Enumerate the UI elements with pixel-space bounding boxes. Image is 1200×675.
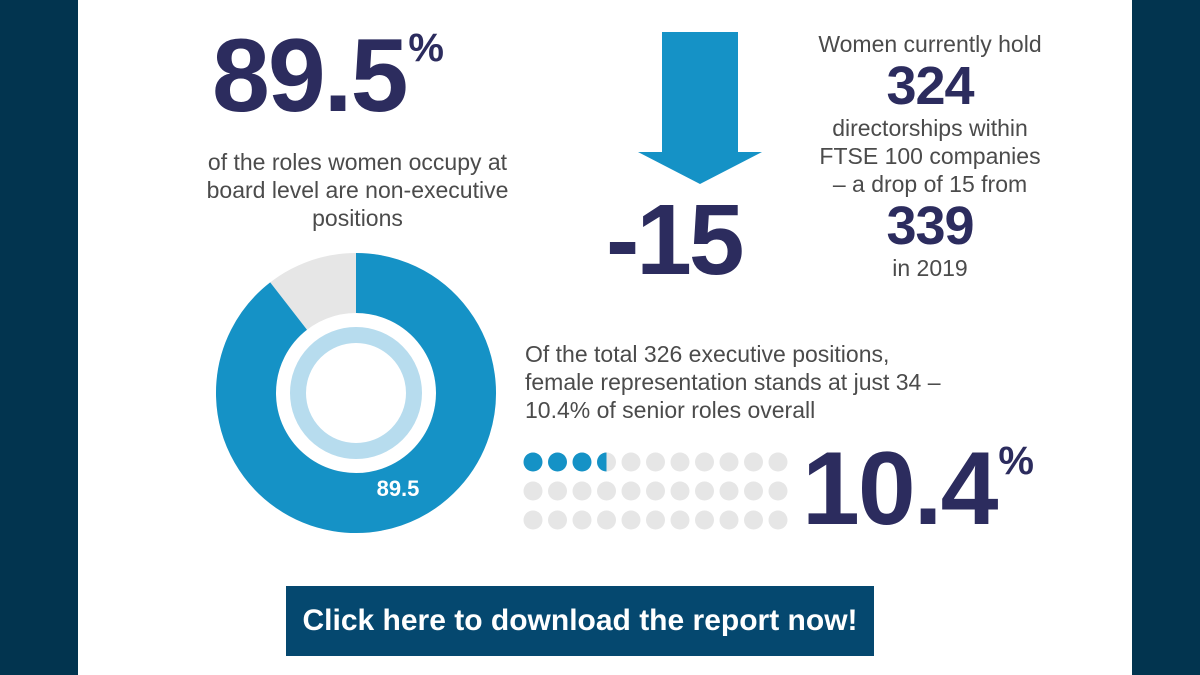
dot: [768, 481, 788, 501]
directorships-line3: FTSE 100 companies: [819, 143, 1041, 169]
dot: [523, 481, 543, 501]
exec-unit: %: [998, 439, 1034, 483]
dot: [646, 481, 665, 501]
directorships-line5: in 2019: [892, 255, 968, 281]
dot: [670, 510, 690, 530]
dot: [572, 481, 592, 501]
dot: [670, 452, 690, 472]
dot: [523, 510, 543, 530]
dot: [695, 510, 714, 530]
directorships-block: Women currently hold 324 directorships w…: [780, 30, 1080, 282]
dot: [670, 481, 690, 501]
dot: [572, 452, 592, 472]
dot: [719, 452, 739, 472]
dot: [695, 481, 714, 501]
dot: [646, 452, 665, 472]
exec-value: 10.4: [802, 431, 998, 547]
dot: [695, 452, 714, 472]
directorships-line2: directorships within: [832, 115, 1028, 141]
dot: [744, 452, 763, 472]
donut-inner-ring: [290, 327, 422, 459]
non-exec-unit: %: [408, 26, 444, 70]
dot: [768, 510, 788, 530]
dot: [621, 510, 641, 530]
donut-chart: 89.5: [216, 253, 496, 533]
non-exec-description: of the roles women occupy at board level…: [206, 149, 509, 231]
dot: [548, 452, 567, 472]
directorships-previous: 339: [886, 196, 974, 256]
dot: [719, 510, 739, 530]
donut-label: 89.5: [377, 476, 420, 501]
dot: [572, 510, 592, 530]
directorships-line4: – a drop of 15 from: [832, 171, 1028, 197]
exec-percent: 10.4%: [802, 437, 1034, 541]
dot: [597, 481, 616, 501]
non-exec-percent: 89.5%: [212, 24, 444, 128]
dot: [548, 510, 567, 530]
dot: [621, 481, 641, 501]
down-arrow-icon: [638, 32, 762, 184]
download-report-button[interactable]: Click here to download the report now!: [286, 586, 874, 656]
dot-partial: [597, 452, 607, 472]
dot: [548, 481, 567, 501]
dot: [719, 481, 739, 501]
directorships-line1: Women currently hold: [818, 31, 1042, 57]
executive-description: Of the total 326 executive positions, fe…: [525, 341, 941, 423]
dot: [646, 510, 665, 530]
dot: [621, 452, 641, 472]
dot: [768, 452, 788, 472]
dot-grid: [523, 452, 788, 530]
directorships-current: 324: [886, 56, 974, 116]
change-value: -15: [606, 184, 745, 296]
non-exec-value: 89.5: [212, 18, 408, 134]
dot: [523, 452, 543, 472]
dot: [744, 481, 763, 501]
dot: [597, 510, 616, 530]
dot: [744, 510, 763, 530]
donut-segment: [216, 253, 496, 533]
